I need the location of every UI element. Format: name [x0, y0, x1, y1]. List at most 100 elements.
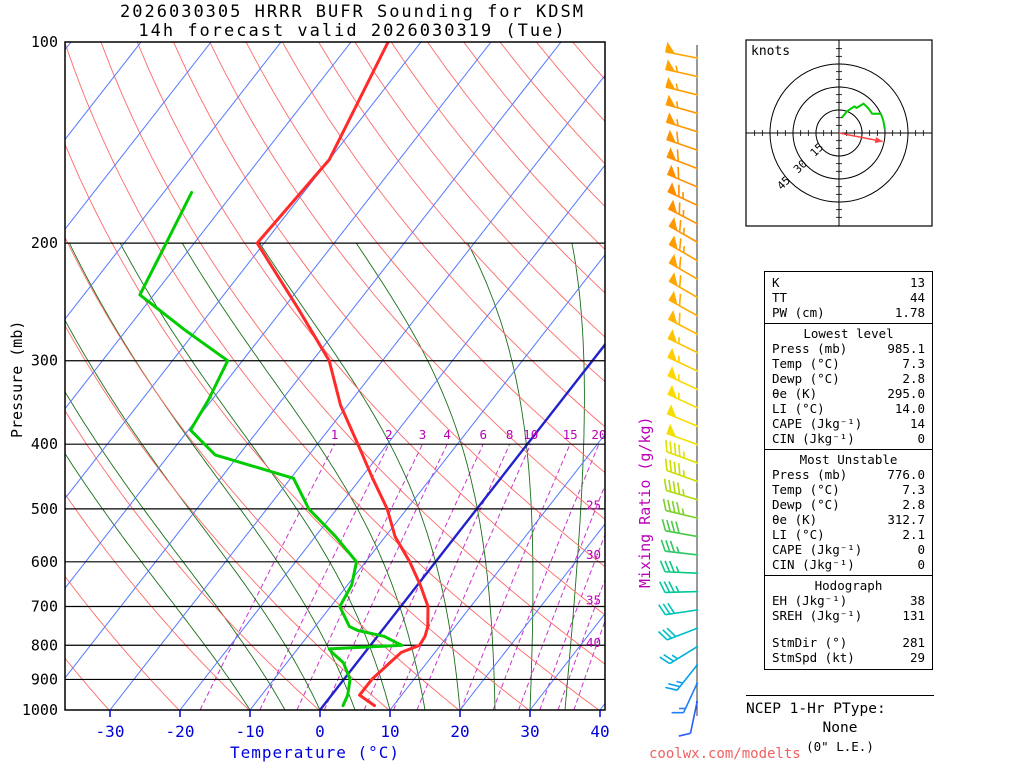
watermark: coolwx.com/modelts: [649, 746, 801, 762]
pressure-tick-label: 300: [31, 352, 58, 370]
stat-label: Dewp (°C): [772, 371, 840, 386]
mixing-ratio-label: 20: [591, 427, 606, 442]
dry-adiabat-line: [318, 42, 605, 383]
dry-adiabat-line: [65, 575, 180, 710]
dry-adiabat-line: [499, 42, 605, 165]
dry-adiabat-line: [245, 42, 605, 474]
isotherm-line: [179, 164, 605, 710]
dry-adiabat-line: [354, 42, 605, 338]
stat-value: 29: [909, 650, 925, 665]
stat-value: 0: [917, 542, 925, 557]
dry-adiabat-line: [209, 42, 605, 520]
wind-barb: [658, 602, 699, 616]
wind-barb: [657, 627, 699, 641]
isotherm-line: [389, 433, 605, 710]
stat-label: LI (°C): [772, 401, 825, 416]
stat-label: TT: [772, 290, 788, 305]
mixing-ratio-label: 15: [563, 427, 578, 442]
ptype-value: None: [822, 720, 858, 736]
stat-label: CAPE (Jkg⁻¹): [772, 416, 863, 431]
stats-section: Lowest level Press (mb) 985.1 Temp (°C) 7.3 D…: [765, 323, 932, 446]
wind-barb: [668, 290, 699, 317]
wind-barb: [665, 112, 699, 133]
stat-row: CIN (Jkg⁻¹) 0: [765, 431, 932, 446]
wind-barb: [667, 384, 699, 409]
wind-barb: [671, 682, 699, 714]
ptype-detail: (0" L.E.): [806, 739, 874, 754]
mixing-ratio-label: 2: [385, 427, 393, 442]
moist-adiabat-line: [467, 242, 534, 710]
stat-value: 0: [917, 557, 925, 572]
isotherm-line: [65, 42, 492, 590]
wind-barb: [662, 498, 699, 520]
mixing-ratio-label: 30: [586, 547, 601, 562]
isotherm-line: [249, 254, 605, 710]
stat-value: 13: [909, 275, 925, 290]
hodograph-ring-label: 45: [775, 174, 794, 193]
ptype-title: NCEP 1-Hr PType:: [746, 701, 886, 717]
hodograph-ring: [815, 109, 863, 157]
wind-barb: [665, 439, 699, 464]
stat-row: θe (K) 312.7: [765, 512, 932, 527]
temperature-tick-label: 40: [590, 722, 609, 741]
stat-row: SREH (Jkg⁻¹) 131: [765, 608, 932, 623]
mixing-ratio-line: [573, 619, 605, 710]
wind-barb: [665, 59, 699, 78]
wind-barb: [667, 347, 699, 372]
pressure-axis-label: Pressure (mb): [8, 320, 26, 438]
dry-adiabat-line: [65, 657, 110, 710]
stat-value: 14: [909, 416, 925, 431]
skewt-background: [0, 42, 605, 710]
dry-adiabat-line: [281, 42, 605, 428]
wind-barb: [659, 645, 699, 665]
dewpoint-curve: [138, 191, 404, 708]
stat-value: 281: [902, 635, 925, 650]
stat-label: Press (mb): [772, 467, 848, 482]
wind-barb: [660, 539, 699, 556]
storm-motion-vector: [838, 132, 883, 143]
stat-value: 38: [909, 593, 925, 608]
stat-row: CAPE (Jkg⁻¹) 14: [765, 416, 932, 431]
stat-value: 1.78: [894, 305, 925, 320]
temperature-curve: [255, 42, 430, 708]
stat-label: SREH (Jkg⁻¹): [772, 608, 863, 623]
wind-barb: [665, 664, 699, 691]
dry-adiabat-line: [173, 42, 605, 568]
dry-adiabat-line: [65, 42, 600, 710]
isotherm-line: [65, 42, 352, 410]
stat-label: CIN (Jkg⁻¹): [772, 557, 855, 572]
hodograph-ring-label: 30: [791, 157, 810, 176]
storm-motion-arrowhead: [874, 137, 883, 144]
dry-adiabat-line: [65, 324, 390, 710]
wind-barb: [664, 458, 699, 483]
wind-barb: [667, 199, 699, 225]
stat-row: PW (cm) 1.78: [765, 305, 932, 320]
wind-barb: [666, 129, 699, 152]
stat-value: 2.8: [902, 371, 925, 386]
stat-row: LI (°C) 2.1: [765, 527, 932, 542]
stat-row: EH (Jkg⁻¹) 38: [765, 593, 932, 608]
wind-barb: [661, 519, 699, 538]
stat-value: 295.0: [887, 386, 925, 401]
stat-row: TT 44: [765, 290, 932, 305]
chart-subtitle: 14h forecast valid 2026030319 (Tue): [138, 21, 567, 41]
stat-value: 985.1: [887, 341, 925, 356]
pressure-tick-label: 600: [31, 553, 58, 571]
mixing-ratio-label: 8: [506, 427, 514, 442]
stats-section-title: Lowest level: [803, 326, 894, 341]
temperature-axis-label: Temperature (°C): [229, 743, 401, 762]
wind-barb: [678, 700, 699, 737]
stat-value: 14.0: [894, 401, 925, 416]
stats-panel: K 13 TT 44 PW (cm) 1.78 Lowest level Press (mb)…: [764, 271, 933, 670]
pressure-tick-label: 1000: [22, 701, 58, 719]
wind-barb: [658, 581, 699, 594]
stat-value: 776.0: [887, 467, 925, 482]
wind-barb: [667, 182, 699, 207]
isotherm-line: [0, 42, 1, 710]
pressure-tick-label: 700: [31, 598, 58, 616]
stat-value: 2.8: [902, 497, 925, 512]
wind-barb: [666, 164, 699, 188]
isotherm-line: [459, 523, 605, 710]
